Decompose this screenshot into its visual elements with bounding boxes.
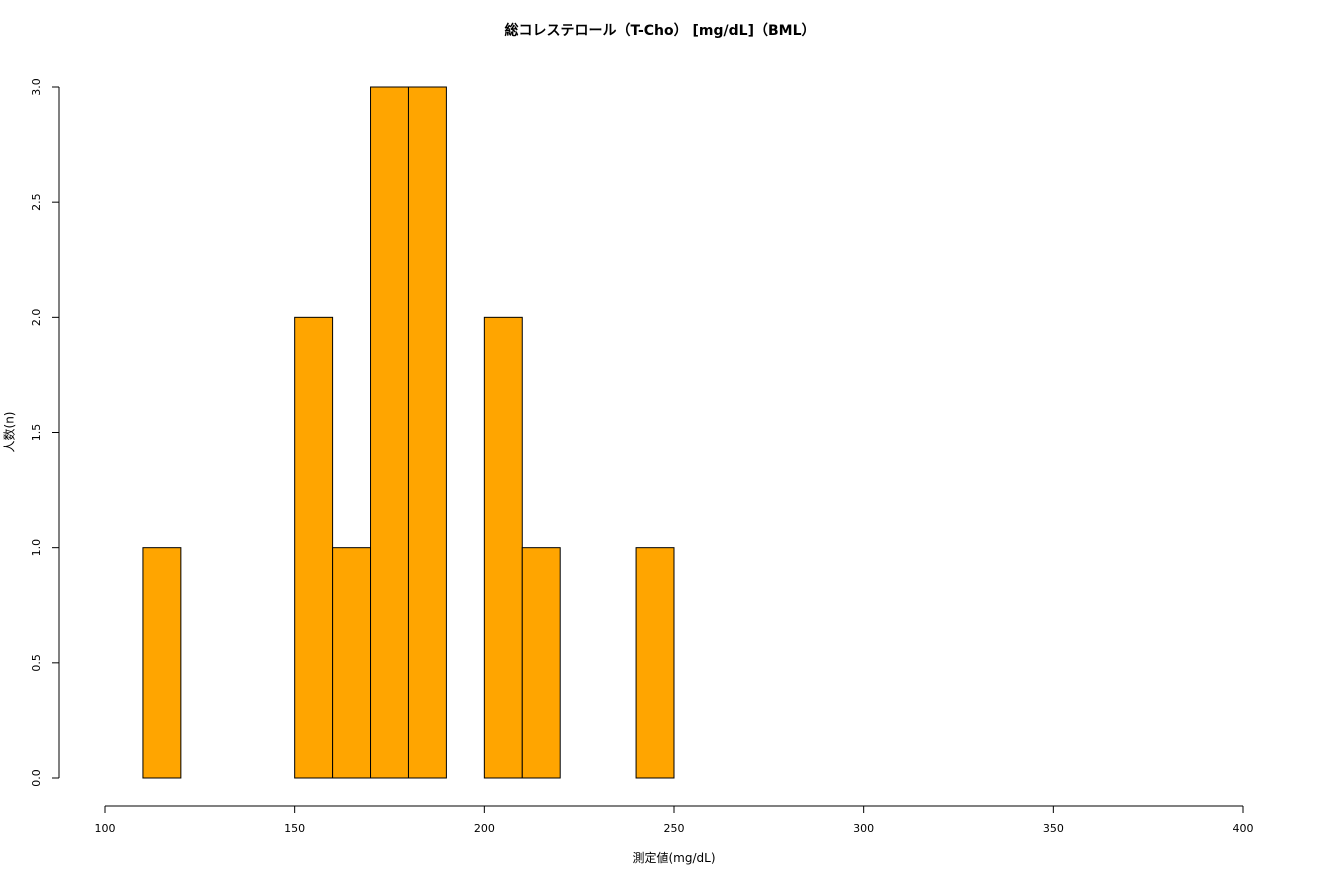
- y-tick-label: 0.0: [30, 769, 43, 787]
- x-tick-label: 400: [1233, 822, 1254, 835]
- y-tick-label: 0.5: [30, 654, 43, 672]
- x-tick-label: 300: [853, 822, 874, 835]
- y-tick-label: 1.0: [30, 539, 43, 557]
- histogram-bar-170-180: [370, 86, 409, 779]
- x-tick-label: 350: [1043, 822, 1064, 835]
- y-axis-label: 人数(n): [2, 411, 17, 453]
- x-tick-label: 150: [284, 822, 305, 835]
- x-axis: 100 150 200 250 300 350 400: [95, 805, 1254, 835]
- histogram-bar-210-220: [521, 547, 561, 779]
- histogram-bar-150-160: [294, 316, 334, 779]
- y-tick-label: 3.0: [30, 78, 43, 96]
- x-tick-label: 250: [664, 822, 685, 835]
- histogram-bars: [142, 86, 675, 779]
- histogram-bar-110-120: [142, 547, 182, 779]
- x-tick-label: 200: [474, 822, 495, 835]
- y-tick-label: 2.0: [30, 309, 43, 327]
- y-axis: 0.0 0.5 1.0 1.5 2.0 2.5 3.0: [30, 78, 60, 787]
- y-tick-label: 1.5: [30, 424, 43, 442]
- histogram-bar-160-170: [332, 547, 372, 779]
- histogram-bar-200-210: [483, 316, 523, 779]
- chart-title: 総コレステロール（T-Cho） [mg/dL]（BML）: [504, 23, 816, 39]
- histogram-bar-240-250: [635, 547, 675, 779]
- x-axis-label: 測定値(mg/dL): [632, 851, 716, 865]
- histogram-bar-180-190: [407, 86, 447, 779]
- y-tick-label: 2.5: [30, 193, 43, 211]
- x-tick-label: 100: [95, 822, 116, 835]
